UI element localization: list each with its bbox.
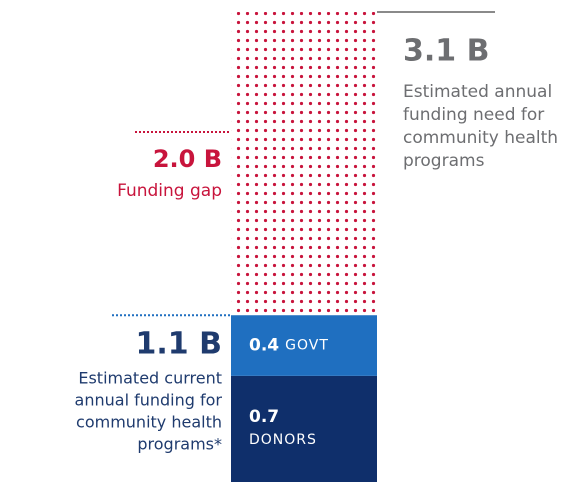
- annotation-text: community health: [403, 128, 558, 148]
- annotation-text: programs*: [137, 435, 222, 454]
- annotation-text: funding need for: [403, 105, 544, 125]
- bar-segment: [231, 315, 377, 376]
- annotation-text: Estimated annual: [403, 82, 552, 102]
- total-label: 1.1 B: [136, 327, 222, 362]
- annotation-text: programs: [403, 151, 485, 171]
- annotation-text: community health: [76, 413, 222, 432]
- annotation-text: annual funding for: [75, 391, 223, 410]
- total-label: 3.1 B: [403, 34, 489, 69]
- segment-value-label: 2.0 B: [153, 145, 222, 173]
- segment-name: GOVT: [285, 338, 329, 354]
- segment-label: 0.4 GOVT: [249, 336, 329, 356]
- segment-name: DONORS: [249, 432, 317, 448]
- bar-segment: [231, 12, 377, 316]
- bar-segment: [231, 375, 377, 482]
- segment-value-label: 0.4: [249, 336, 279, 356]
- legend-label: Funding gap: [117, 181, 222, 201]
- segment-value-label: 0.7: [249, 407, 279, 427]
- annotation-text: Estimated current: [78, 369, 222, 388]
